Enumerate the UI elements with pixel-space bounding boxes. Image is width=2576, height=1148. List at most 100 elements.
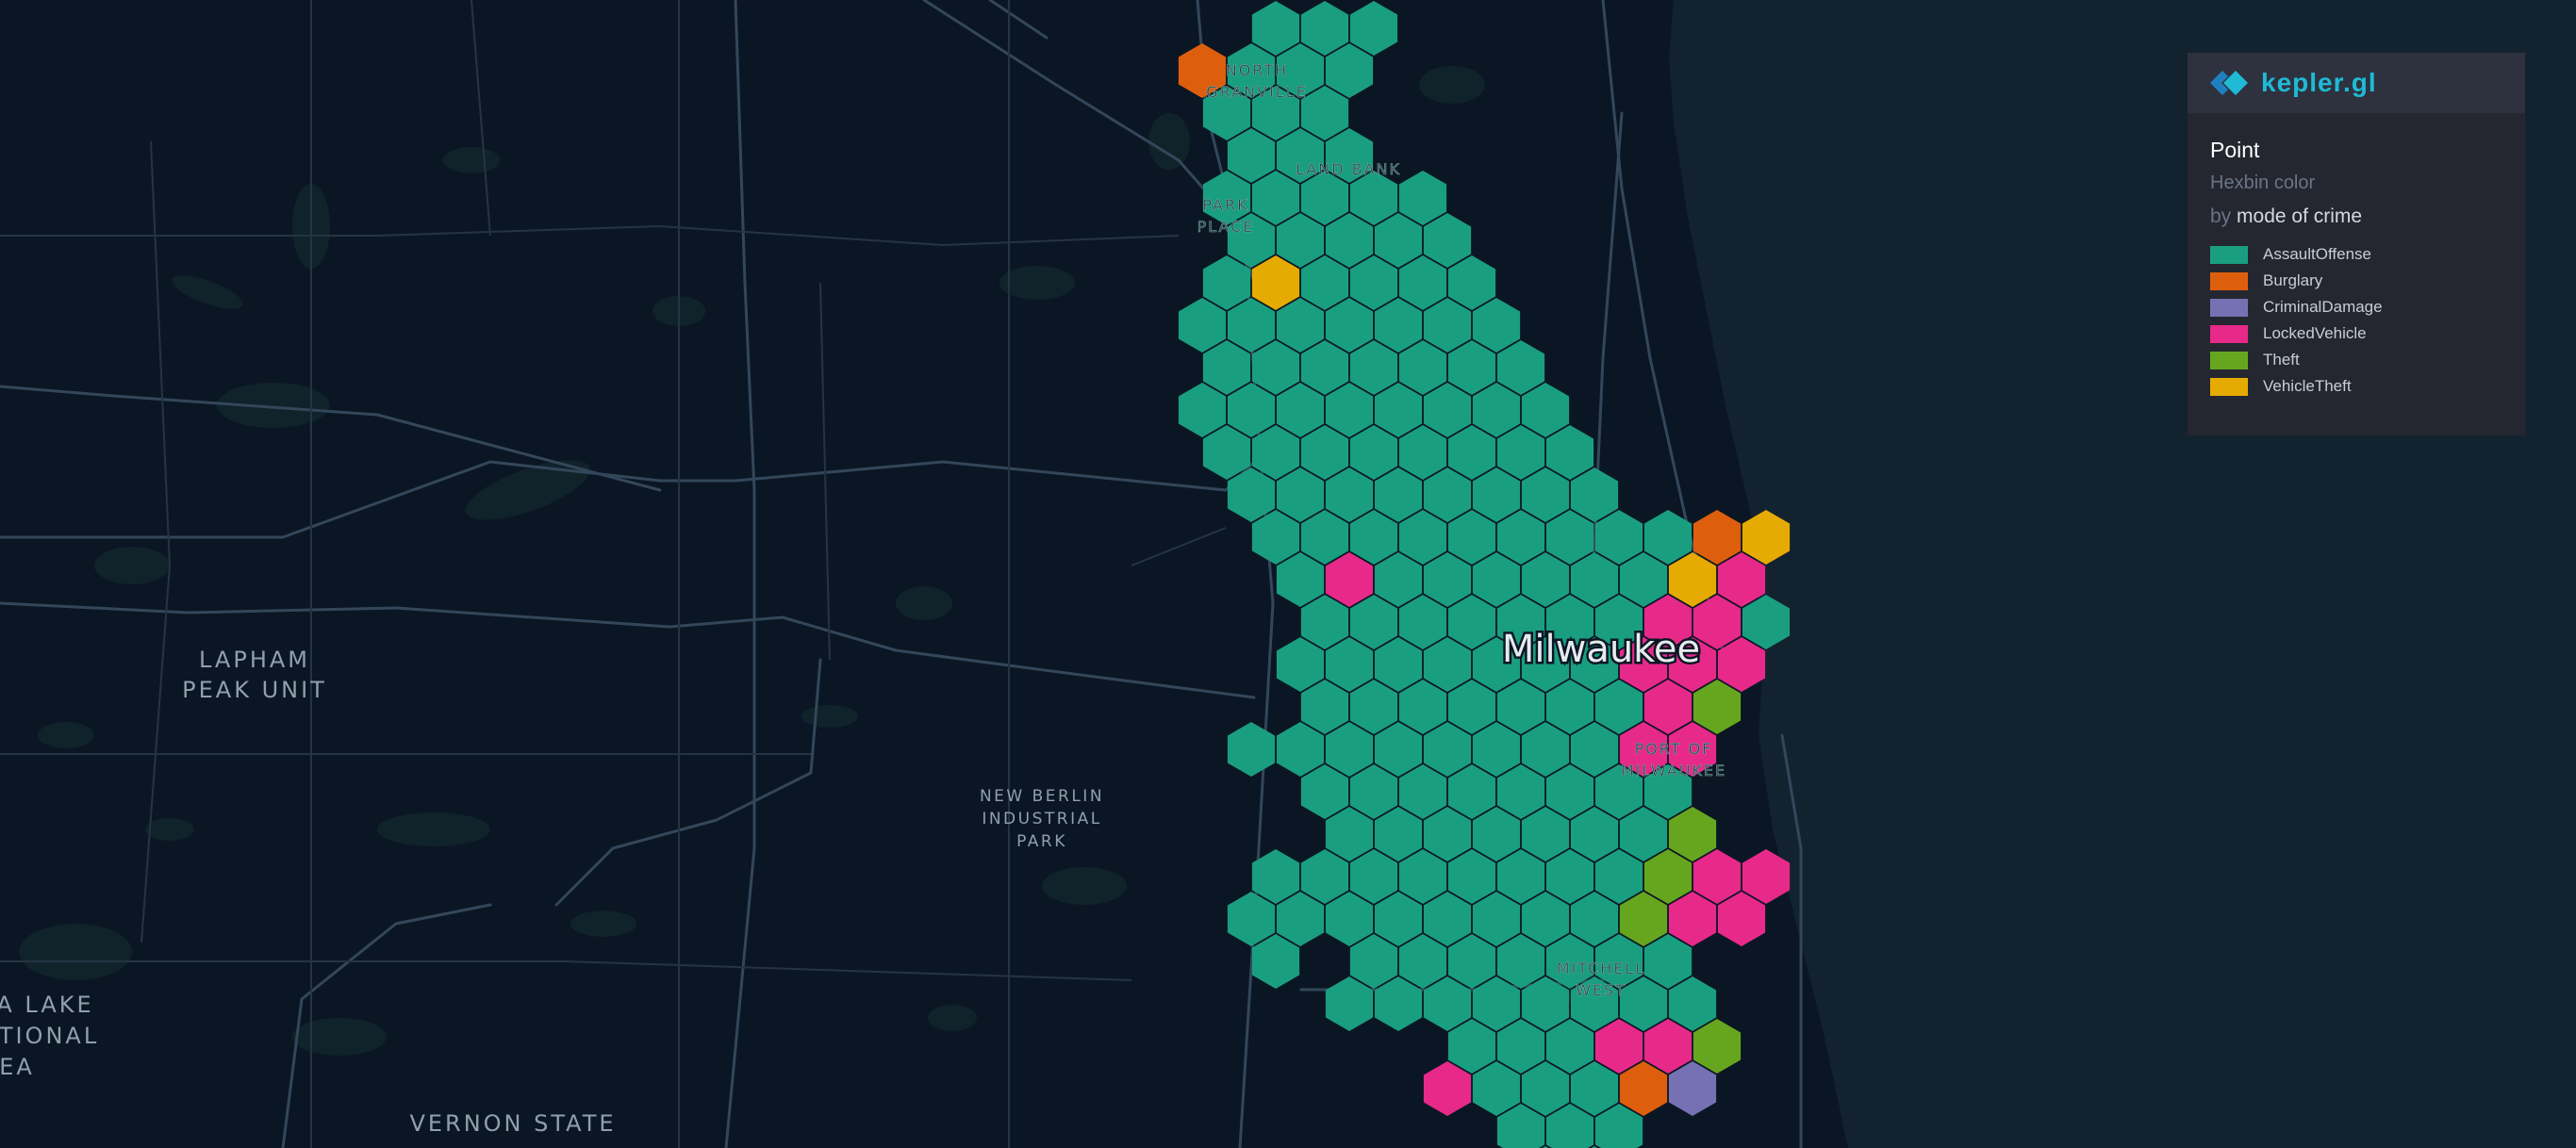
hexbin-cell[interactable] [1643, 595, 1693, 649]
hexbin-cell[interactable] [1349, 1, 1398, 56]
hexbin-cell[interactable] [1276, 892, 1325, 946]
hexbin-cell[interactable] [1251, 86, 1300, 140]
hexbin-cell[interactable] [1668, 637, 1717, 692]
hexbin-cell[interactable] [1300, 86, 1349, 140]
hexbin-cell[interactable] [1276, 43, 1325, 98]
hexbin-cell[interactable] [1447, 425, 1496, 480]
hexbin-cell[interactable] [1202, 425, 1251, 480]
hexbin-cell[interactable] [1447, 849, 1496, 904]
hexbin-cell[interactable] [1570, 552, 1619, 607]
hexbin-cell[interactable] [1276, 383, 1325, 437]
hexbin-cell[interactable] [1668, 807, 1717, 861]
hexbin-cell[interactable] [1423, 722, 1472, 777]
hexbin-cell[interactable] [1447, 595, 1496, 649]
hexbin-cell[interactable] [1300, 680, 1349, 734]
hexbin-cell[interactable] [1325, 892, 1374, 946]
hexbin-cell[interactable] [1178, 298, 1227, 353]
hexbin-cell[interactable] [1325, 128, 1374, 183]
hexbin-cell[interactable] [1300, 255, 1349, 310]
hexbin-cell[interactable] [1521, 637, 1570, 692]
hexbin-cell[interactable] [1545, 1019, 1594, 1074]
hexbin-cell[interactable] [1374, 298, 1423, 353]
hexbin-cell[interactable] [1472, 467, 1521, 522]
hexbin-cell[interactable] [1447, 510, 1496, 565]
hexbin-cell[interactable] [1594, 1104, 1643, 1148]
hexbin-cell[interactable] [1325, 467, 1374, 522]
hexbin-cell[interactable] [1349, 595, 1398, 649]
hexbin-cell[interactable] [1619, 892, 1668, 946]
hexbin-cell[interactable] [1398, 510, 1447, 565]
hexbin-cell[interactable] [1570, 467, 1619, 522]
hexbin-cell[interactable] [1594, 849, 1643, 904]
hexbin-cell[interactable] [1300, 425, 1349, 480]
hexbin-cell[interactable] [1398, 171, 1447, 225]
hexbin-cell[interactable] [1447, 340, 1496, 395]
hexbin-cell[interactable] [1496, 510, 1545, 565]
hexbin-cell[interactable] [1496, 680, 1545, 734]
hexbin-cell[interactable] [1300, 595, 1349, 649]
hexbin-cell[interactable] [1300, 340, 1349, 395]
hexbin-cell[interactable] [1374, 722, 1423, 777]
hexbin-cell[interactable] [1251, 1, 1300, 56]
hexbin-cell[interactable] [1693, 849, 1742, 904]
hexbin-cell[interactable] [1251, 849, 1300, 904]
hexbin-cell[interactable] [1594, 764, 1643, 819]
hexbin-cell[interactable] [1251, 510, 1300, 565]
hexbin-cell[interactable] [1325, 43, 1374, 98]
hexbin-cell[interactable] [1545, 934, 1594, 989]
hexbin-cell[interactable] [1521, 892, 1570, 946]
hexbin-cell[interactable] [1251, 171, 1300, 225]
hexbin-cell[interactable] [1325, 637, 1374, 692]
hexbin-cell[interactable] [1570, 892, 1619, 946]
hexbin-cell[interactable] [1668, 722, 1717, 777]
hexbin-cell[interactable] [1349, 510, 1398, 565]
hexbin-cell[interactable] [1717, 552, 1766, 607]
hexbin-cell[interactable] [1447, 934, 1496, 989]
hexbin-cell[interactable] [1545, 425, 1594, 480]
hexbin-cell[interactable] [1251, 934, 1300, 989]
hexbin-cell[interactable] [1227, 383, 1276, 437]
hexbin-cell[interactable] [1643, 849, 1693, 904]
hexbin-cell[interactable] [1349, 340, 1398, 395]
hexbin-cell[interactable] [1374, 637, 1423, 692]
hexbin-cell[interactable] [1325, 298, 1374, 353]
hexbin-cell[interactable] [1227, 213, 1276, 268]
hexbin-cell[interactable] [1496, 1104, 1545, 1148]
hexbin-cell[interactable] [1178, 43, 1227, 98]
hexbin-cell[interactable] [1545, 1104, 1594, 1148]
hexbin-cell[interactable] [1300, 1, 1349, 56]
hexbin-cell[interactable] [1643, 1019, 1693, 1074]
hexbin-cell[interactable] [1619, 807, 1668, 861]
hexbin-cell[interactable] [1496, 595, 1545, 649]
hexbin-cell[interactable] [1742, 510, 1791, 565]
hexbin-cell[interactable] [1570, 1061, 1619, 1116]
hexbin-cell[interactable] [1423, 892, 1472, 946]
hexbin-cell[interactable] [1227, 128, 1276, 183]
hexbin-cell[interactable] [1276, 128, 1325, 183]
hexbin-cell[interactable] [1276, 298, 1325, 353]
hexbin-cell[interactable] [1227, 298, 1276, 353]
hexbin-cell[interactable] [1472, 722, 1521, 777]
hexbin-cell[interactable] [1619, 1061, 1668, 1116]
hexbin-cell[interactable] [1349, 680, 1398, 734]
hexbin-cell[interactable] [1668, 552, 1717, 607]
hexbin-cell[interactable] [1496, 934, 1545, 989]
hexbin-cell[interactable] [1594, 1019, 1643, 1074]
hexbin-cell[interactable] [1276, 722, 1325, 777]
hexbin-cell[interactable] [1251, 340, 1300, 395]
hexbin-cell[interactable] [1227, 43, 1276, 98]
hexbin-cell[interactable] [1594, 680, 1643, 734]
hexbin-cell[interactable] [1423, 213, 1472, 268]
hexbin-cell[interactable] [1496, 1019, 1545, 1074]
hexbin-cell[interactable] [1643, 510, 1693, 565]
hexbin-cell[interactable] [1570, 722, 1619, 777]
hexbin-cell[interactable] [1472, 892, 1521, 946]
hexbin-cell[interactable] [1521, 383, 1570, 437]
hexbin-cell[interactable] [1374, 467, 1423, 522]
hexbin-cell[interactable] [1374, 213, 1423, 268]
hexbin-cell[interactable] [1300, 764, 1349, 819]
hexbin-cell[interactable] [1423, 976, 1472, 1031]
hexbin-cell[interactable] [1398, 934, 1447, 989]
hexbin-cell[interactable] [1374, 383, 1423, 437]
